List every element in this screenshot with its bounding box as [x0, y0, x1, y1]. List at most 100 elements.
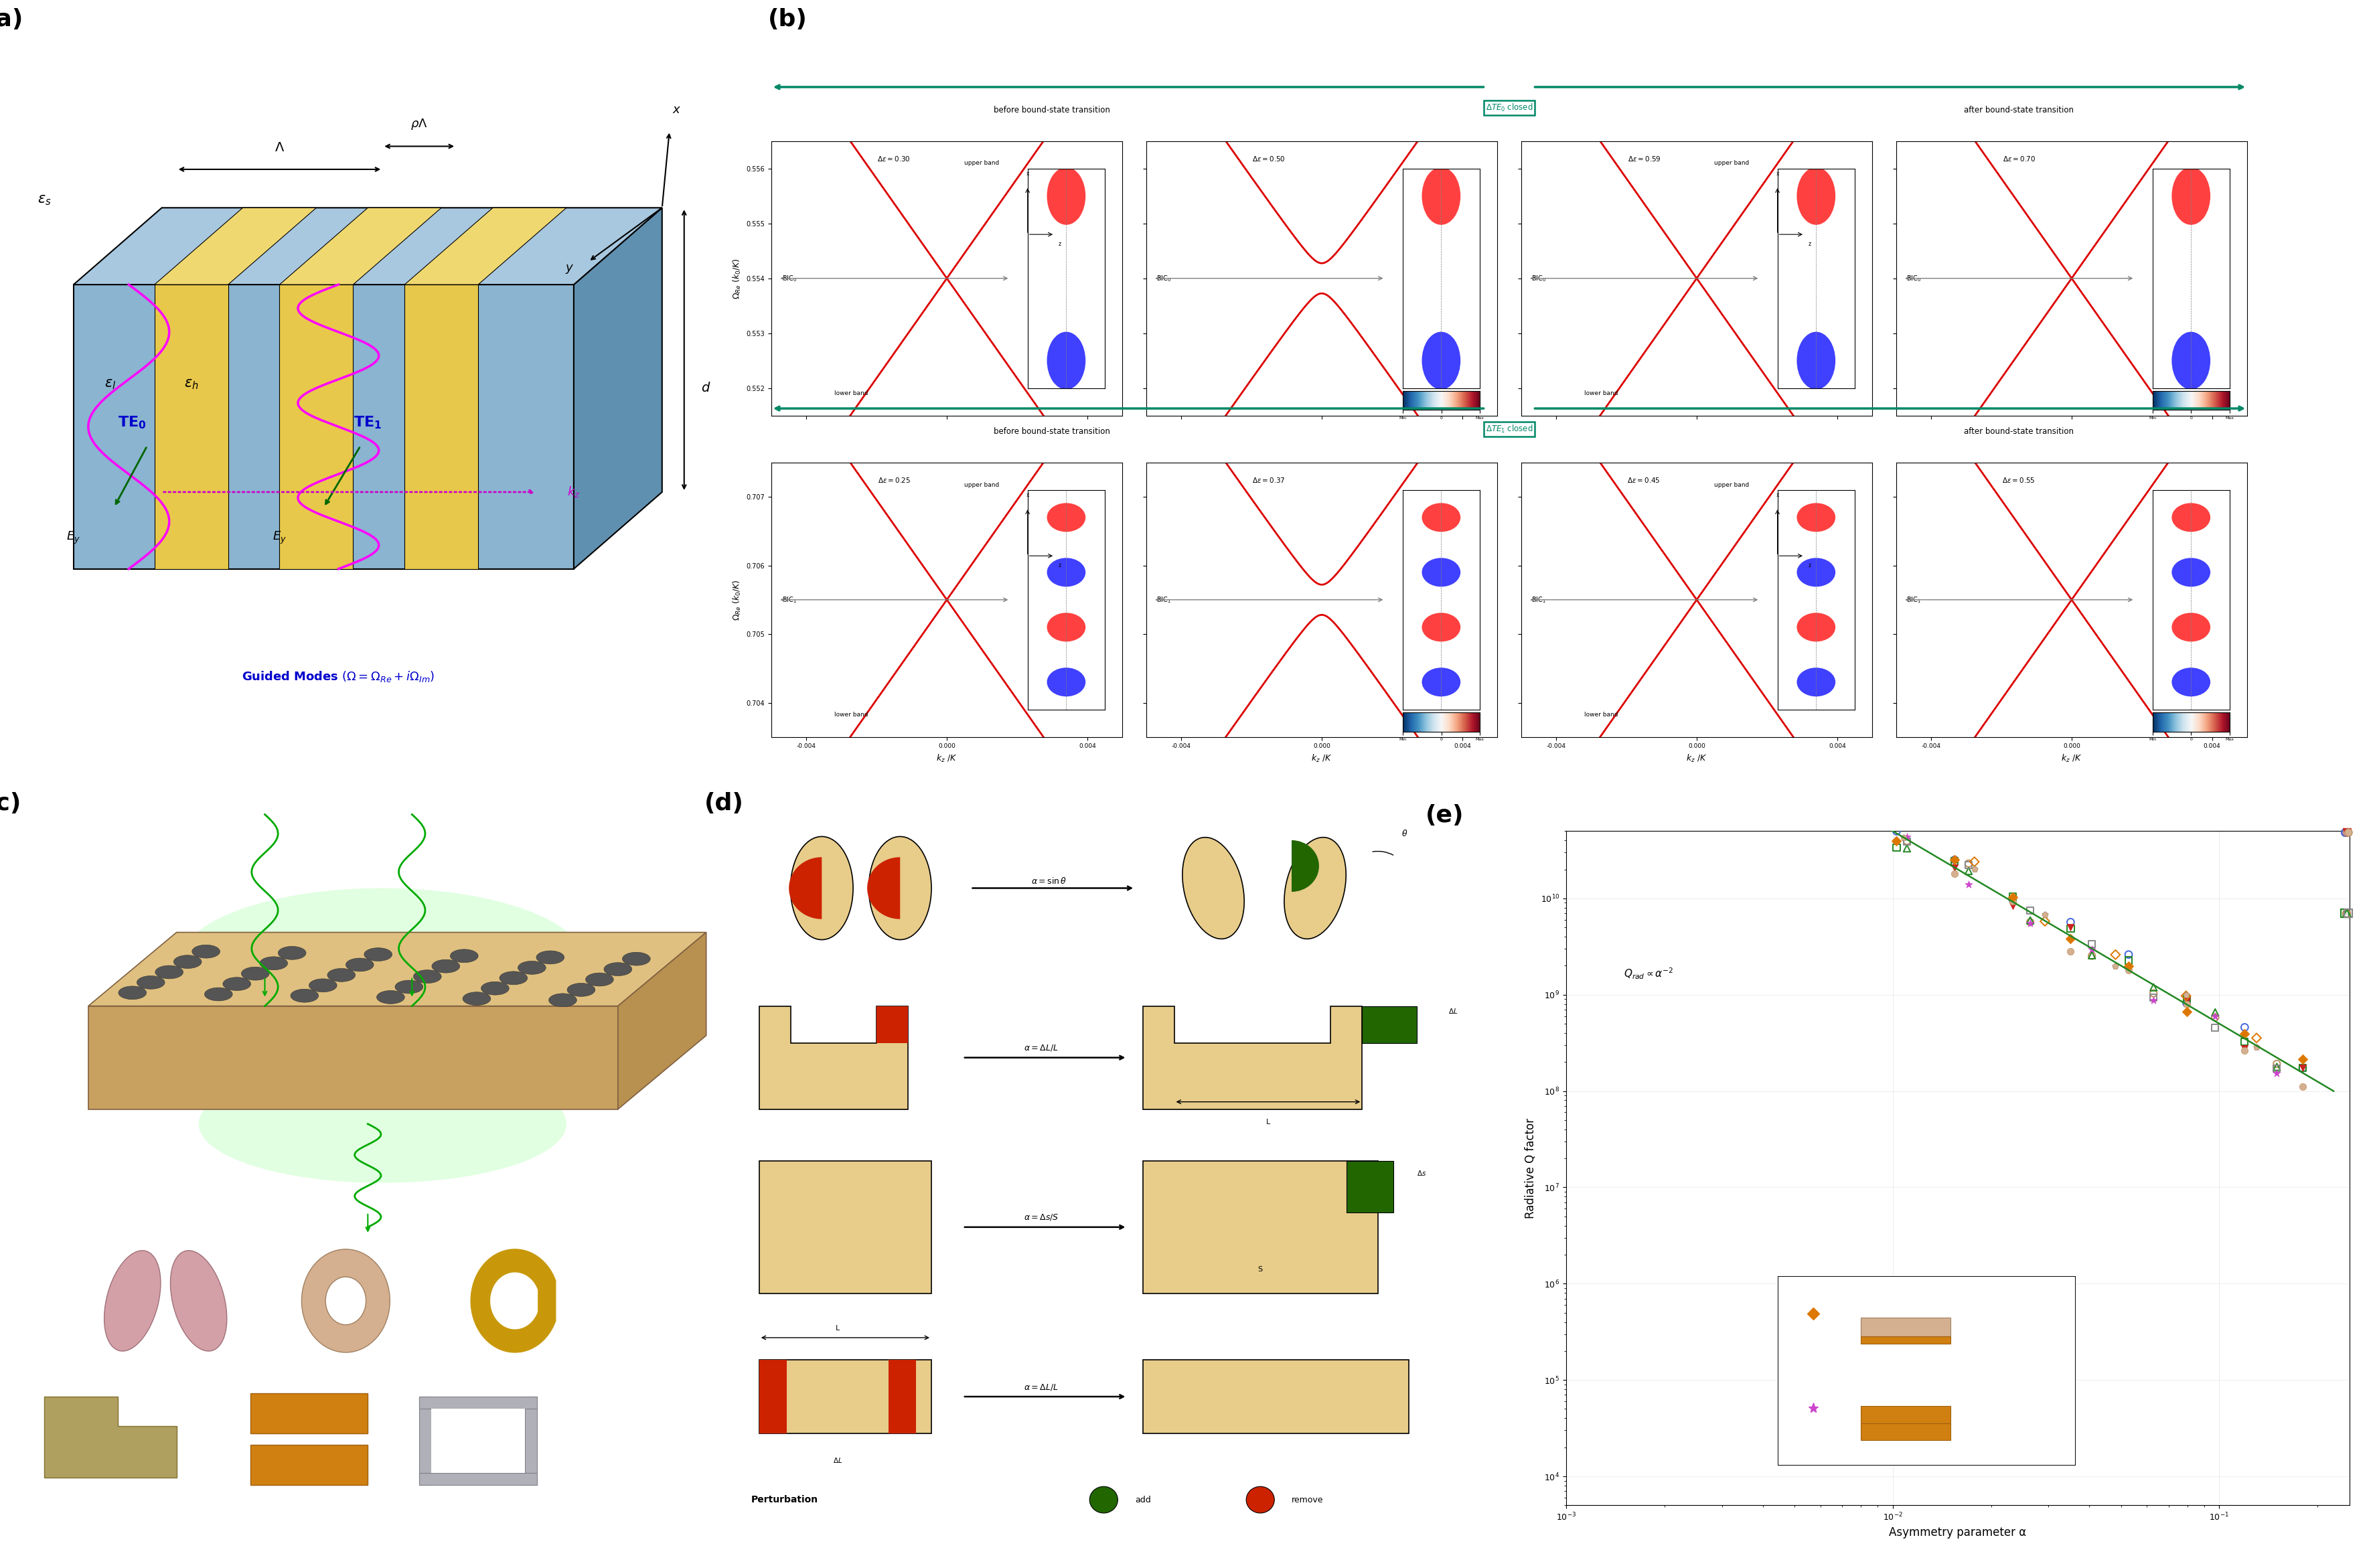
Polygon shape	[403, 285, 479, 569]
Text: $\Delta L$: $\Delta L$	[1448, 1007, 1457, 1014]
Text: $Q_{rad} \propto \alpha^{-2}$: $Q_{rad} \propto \alpha^{-2}$	[1623, 966, 1673, 982]
Point	[2226, 1029, 2264, 1054]
Text: after bound-state transition: after bound-state transition	[1965, 105, 2074, 114]
Point	[2257, 1055, 2295, 1080]
Wedge shape	[1291, 840, 1319, 892]
Text: upper band: upper band	[963, 481, 999, 488]
Point	[1951, 858, 1989, 883]
Bar	[759, 1160, 930, 1294]
Text: $\Delta\varepsilon=0.30$: $\Delta\varepsilon=0.30$	[878, 155, 911, 163]
Text: $\mathrm{BIC}_0$: $\mathrm{BIC}_0$	[1156, 274, 1172, 282]
Text: $\mathrm{BIC}_0$: $\mathrm{BIC}_0$	[1531, 274, 1547, 282]
Point	[2074, 931, 2112, 956]
Text: $d$: $d$	[702, 383, 712, 395]
Ellipse shape	[517, 961, 546, 974]
Polygon shape	[470, 1250, 555, 1352]
Ellipse shape	[586, 972, 615, 986]
Bar	[420, 1474, 536, 1485]
Point	[2136, 975, 2174, 1000]
Point	[1951, 851, 1989, 877]
Point	[2167, 983, 2205, 1008]
Bar	[759, 1359, 930, 1433]
Text: $\varepsilon_h$: $\varepsilon_h$	[185, 378, 199, 390]
Text: after bound-state transition: after bound-state transition	[1965, 426, 2074, 436]
Text: $E_y$: $E_y$	[66, 530, 81, 546]
Text: $y$: $y$	[565, 263, 574, 276]
Point	[2095, 953, 2133, 978]
Bar	[1362, 1007, 1417, 1043]
Text: $\alpha=\Delta s/S$: $\alpha=\Delta s/S$	[1023, 1212, 1058, 1221]
X-axis label: Asymmetry parameter α: Asymmetry parameter α	[1889, 1527, 2027, 1538]
Bar	[249, 1392, 368, 1433]
Text: $\varepsilon_l$: $\varepsilon_l$	[104, 378, 116, 390]
Y-axis label: Radiative Q factor: Radiative Q factor	[1526, 1118, 1538, 1218]
Point	[2095, 942, 2133, 967]
Ellipse shape	[192, 946, 221, 958]
Ellipse shape	[138, 975, 164, 989]
Text: $\Delta TE_1$ closed: $\Delta TE_1$ closed	[1485, 423, 1533, 434]
Text: lower band: lower band	[835, 712, 869, 718]
Polygon shape	[617, 933, 707, 1109]
Point	[1993, 884, 2031, 909]
Point	[2110, 953, 2148, 978]
Text: $\Delta\varepsilon=0.55$: $\Delta\varepsilon=0.55$	[2003, 477, 2036, 485]
Point	[2195, 1016, 2233, 1041]
Text: $x$: $x$	[672, 103, 681, 116]
Text: $\Delta\varepsilon=0.50$: $\Delta\varepsilon=0.50$	[1253, 155, 1286, 163]
Ellipse shape	[119, 986, 147, 999]
Point	[1951, 853, 1989, 878]
Ellipse shape	[259, 956, 287, 971]
Point	[2226, 1038, 2264, 1063]
Ellipse shape	[622, 952, 650, 966]
Text: $\mathrm{BIC}_1$: $\mathrm{BIC}_1$	[1906, 596, 1922, 604]
Polygon shape	[759, 1007, 909, 1109]
Bar	[759, 1359, 785, 1433]
Bar	[1345, 1160, 1393, 1212]
Point	[2167, 991, 2205, 1016]
Wedge shape	[866, 858, 899, 919]
Ellipse shape	[171, 1251, 228, 1352]
Point	[2283, 1074, 2321, 1099]
Point	[1889, 829, 1927, 855]
Point	[1936, 855, 1974, 880]
Point	[2167, 986, 2205, 1011]
Ellipse shape	[242, 967, 268, 980]
Point	[2195, 1005, 2233, 1030]
Text: $\alpha=\sin\theta$: $\alpha=\sin\theta$	[1032, 877, 1065, 886]
Text: $E_y$: $E_y$	[273, 530, 287, 546]
Text: $\theta$: $\theta$	[1400, 829, 1407, 839]
Ellipse shape	[394, 980, 422, 994]
Point	[2283, 1055, 2321, 1080]
Wedge shape	[788, 858, 821, 919]
Text: $\mathrm{BIC}_0$: $\mathrm{BIC}_0$	[1906, 274, 1922, 282]
Bar	[249, 1444, 368, 1485]
Point	[1955, 850, 1993, 875]
Ellipse shape	[498, 972, 527, 985]
Text: L: L	[1267, 1118, 1270, 1126]
Point	[1993, 894, 2031, 919]
Text: $\Delta L$: $\Delta L$	[833, 1457, 842, 1465]
Text: Perturbation: Perturbation	[752, 1496, 819, 1504]
Point	[2226, 1014, 2264, 1040]
X-axis label: $k_z\ /K$: $k_z\ /K$	[1687, 753, 1706, 764]
Point	[2027, 909, 2065, 935]
Point	[2257, 1060, 2295, 1085]
Polygon shape	[280, 285, 354, 569]
Point	[2167, 988, 2205, 1013]
Point	[1951, 872, 1989, 897]
Ellipse shape	[377, 991, 403, 1004]
Bar	[1144, 1160, 1379, 1294]
Text: $\Delta TE_0$ closed: $\Delta TE_0$ closed	[1485, 102, 1533, 113]
Point	[1884, 825, 1922, 850]
Polygon shape	[403, 209, 567, 285]
Ellipse shape	[463, 993, 491, 1005]
Ellipse shape	[1182, 837, 1243, 939]
Point	[2053, 914, 2091, 939]
Ellipse shape	[432, 960, 460, 972]
Polygon shape	[574, 209, 662, 569]
Point	[1877, 828, 1915, 853]
Point	[2110, 956, 2148, 982]
Polygon shape	[74, 285, 574, 569]
Point	[2257, 1054, 2295, 1079]
Text: upper band: upper band	[963, 160, 999, 166]
